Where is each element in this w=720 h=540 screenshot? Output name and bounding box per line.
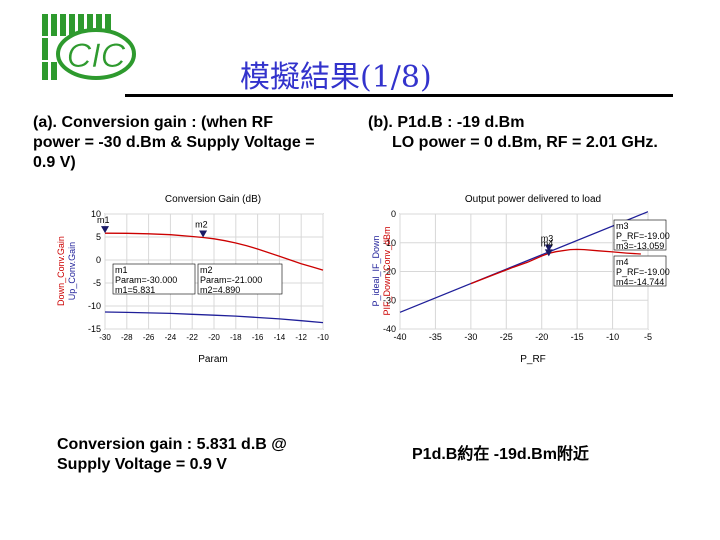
x-tick-label: -10 — [606, 332, 619, 342]
logo-text: CIC — [67, 37, 126, 75]
y-tick-label: 5 — [96, 232, 101, 242]
marker-label: m4 — [541, 238, 554, 248]
x-tick-label: -20 — [208, 333, 220, 342]
x-tick-label: -14 — [274, 333, 286, 342]
left-note-line: Supply Voltage = 0.9 V — [57, 456, 227, 473]
marker-triangle — [544, 249, 553, 257]
marker-readout-line: m4 — [616, 257, 629, 267]
chart-title: Conversion Gain (dB) — [165, 194, 261, 205]
marker-readout-box — [197, 263, 283, 295]
output-power-chart: Output power delivered to load 0 -10 -20 -3… — [371, 194, 670, 365]
marker-group: m1m1Param=-30.000m1=5.831m2m2Param=-21.0… — [97, 215, 283, 295]
marker-readout-line: Param=-30.000 — [115, 275, 177, 285]
marker-readout-box — [613, 255, 667, 287]
left-heading-line: (a). Conversion gain : (when RF — [33, 114, 274, 131]
x-tick-label: -28 — [121, 333, 133, 342]
x-tick-label: -40 — [393, 332, 406, 342]
y-ticks: 0 -10 -20 -30 -40 — [383, 209, 396, 334]
marker-triangle — [199, 230, 208, 238]
x-tick-label: -25 — [500, 332, 513, 342]
series-line — [104, 311, 324, 324]
marker-readout-line: P_RF=-19.000 — [616, 267, 670, 277]
y-axis-label: PIF_Down.Conv_dBm — [382, 226, 392, 315]
x-tick-label: -16 — [252, 333, 264, 342]
marker-readout-line: m2=4.890 — [200, 285, 240, 295]
marker-readout-line: m2 — [200, 265, 213, 275]
left-heading: (a). Conversion gain : (when RF power = … — [33, 113, 315, 173]
marker-readout-line: P_RF=-19.000 — [616, 231, 670, 241]
marker-label: m2 — [195, 220, 208, 230]
marker-label: m3 — [541, 234, 554, 244]
marker-readout-line: m3=-13.059 — [616, 241, 664, 251]
y-axis-label: Down_Conv.Gain — [56, 236, 66, 306]
chart-title: Output power delivered to load — [465, 194, 601, 205]
x-ticks: -30 -28 -26 -24 -22 -20 -18 -16 -14 -12 -10 — [99, 333, 329, 342]
x-tick-label: -35 — [429, 332, 442, 342]
marker-group: m3m3P_RF=-19.000m3=-13.059m4m4P_RF=-19.0… — [541, 219, 670, 287]
series-group — [104, 232, 324, 324]
marker-readout-box — [613, 219, 667, 251]
right-heading-line: LO power = 0 d.Bm, RF = 2.01 GHz. — [392, 134, 658, 151]
conversion-gain-chart: Conversion Gain (dB) 10 5 0 -5 -10 -15 -30 -28… — [56, 194, 329, 365]
left-note-line: Conversion gain : 5.831 d.B @ — [57, 436, 287, 453]
marker-readout-line: m1=5.831 — [115, 285, 155, 295]
y-axis-label: P_ideal_IF_Down — [371, 235, 381, 306]
marker-readout-line: Param=-21.000 — [200, 275, 262, 285]
marker-readout-box — [112, 263, 196, 295]
x-tick-label: -12 — [295, 333, 307, 342]
x-tick-label: -18 — [230, 333, 242, 342]
right-heading-line: (b). P1d.B : -19 d.Bm — [368, 114, 525, 131]
left-note: Conversion gain : 5.831 d.B @ Supply Vol… — [57, 435, 287, 475]
marker-triangle — [101, 226, 109, 234]
right-heading: (b). P1d.B : -19 d.Bm LO power = 0 d.Bm,… — [368, 113, 658, 153]
marker-readout-line: m3 — [616, 221, 629, 231]
slide-title: 模擬結果(1/8) — [240, 60, 432, 95]
x-ticks: -40 -35 -30 -25 -20 -15 -10 -5 — [393, 332, 652, 342]
marker-label: m1 — [97, 215, 110, 225]
y-tick-label: -30 — [383, 295, 396, 305]
x-axis-label: P_RF — [520, 354, 546, 365]
x-tick-label: -20 — [535, 332, 548, 342]
y-tick-label: 10 — [91, 209, 101, 219]
logo-grid — [42, 14, 111, 80]
title-underline — [125, 94, 673, 97]
y-tick-label: -15 — [88, 324, 101, 334]
marker-triangle — [544, 244, 553, 252]
right-note: P1d.B約在 -19d.Bm附近 — [412, 446, 589, 463]
x-tick-label: -15 — [571, 332, 584, 342]
x-tick-label: -26 — [143, 333, 155, 342]
y-tick-label: -10 — [88, 301, 101, 311]
left-heading-line: power = -30 d.Bm & Supply Voltage = — [33, 134, 315, 151]
series-line — [470, 248, 641, 285]
marker-readout-line: m1 — [115, 265, 128, 275]
y-tick-label: 0 — [96, 255, 101, 265]
y-tick-label: -40 — [383, 324, 396, 334]
series-group — [399, 211, 649, 313]
x-tick-label: -30 — [464, 332, 477, 342]
y-tick-label: -5 — [93, 278, 101, 288]
y-axis-label: Up_Conv.Gain — [67, 242, 77, 300]
y-tick-label: -10 — [383, 238, 396, 248]
x-tick-label: -10 — [317, 333, 329, 342]
y-tick-label: 0 — [391, 209, 396, 219]
x-tick-label: -24 — [165, 333, 177, 342]
logo-badge — [56, 28, 136, 80]
y-tick-label: -20 — [383, 267, 396, 277]
cic-logo: CIC — [42, 14, 136, 80]
marker-readout-line: m4=-14.744 — [616, 277, 664, 287]
series-line — [104, 232, 324, 271]
x-tick-label: -30 — [99, 333, 111, 342]
series-line — [399, 211, 649, 313]
left-heading-line: 0.9 V) — [33, 154, 76, 171]
x-tick-label: -22 — [186, 333, 198, 342]
y-ticks: 10 5 0 -5 -10 -15 — [88, 209, 101, 334]
x-axis-label: Param — [198, 354, 227, 365]
x-tick-label: -5 — [644, 332, 652, 342]
